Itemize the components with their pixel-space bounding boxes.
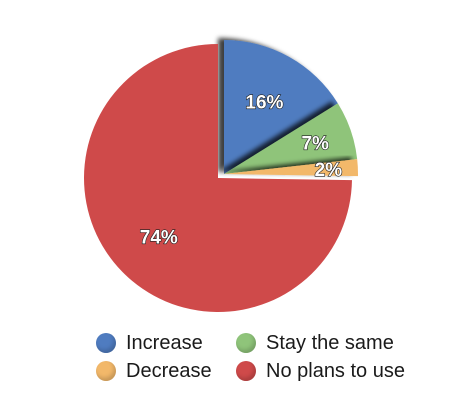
legend-label-decrease: Decrease	[126, 359, 212, 382]
legend-item-decrease: Decrease	[96, 358, 236, 384]
legend-label-no-plans-to-use: No plans to use	[266, 359, 405, 382]
pie-slice-no-plans-to-use	[84, 44, 352, 312]
pie-chart: 16% 7% 2% 74%	[84, 40, 358, 312]
pie-label-stay-the-same: 7%	[301, 133, 329, 154]
legend: Increase Stay the same Decrease No plans…	[96, 330, 416, 384]
legend-swatch-decrease	[96, 361, 116, 381]
pie-labels: 16% 7% 2% 74%	[139, 92, 343, 249]
legend-label-stay-the-same: Stay the same	[266, 331, 394, 354]
legend-swatch-no-plans-to-use	[236, 361, 256, 381]
pie-slice-increase	[224, 40, 338, 174]
pie-slice-stay-the-same	[224, 103, 358, 174]
pie-label-no-plans-to-use: 74%	[140, 227, 178, 248]
legend-label-increase: Increase	[126, 331, 203, 354]
pie-label-decrease: 2%	[315, 160, 343, 181]
legend-item-increase: Increase	[96, 330, 236, 356]
legend-swatch-stay-the-same	[236, 333, 256, 353]
legend-item-no-plans-to-use: No plans to use	[236, 358, 416, 384]
legend-swatch-increase	[96, 333, 116, 353]
pie-slices	[84, 40, 358, 312]
pie-label-increase: 16%	[245, 92, 283, 113]
pie-slice-decrease	[224, 159, 358, 177]
legend-item-stay-the-same: Stay the same	[236, 330, 416, 356]
